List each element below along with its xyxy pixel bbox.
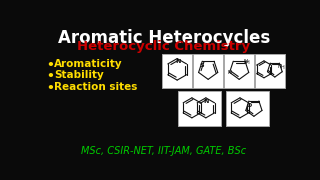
Text: Reaction sites: Reaction sites [54, 82, 137, 92]
FancyBboxPatch shape [255, 54, 285, 88]
Text: O: O [246, 103, 252, 107]
Text: MSc, CSIR-NET, IIT-JAM, GATE, BSc: MSc, CSIR-NET, IIT-JAM, GATE, BSc [81, 146, 247, 156]
FancyBboxPatch shape [194, 54, 223, 88]
Text: •: • [46, 58, 54, 72]
Text: •: • [46, 70, 54, 83]
Text: N: N [175, 59, 180, 64]
Text: H: H [280, 65, 284, 70]
FancyBboxPatch shape [178, 91, 221, 126]
FancyBboxPatch shape [163, 54, 192, 88]
Text: S: S [200, 63, 204, 68]
Text: N: N [278, 64, 282, 69]
Text: Stability: Stability [54, 70, 104, 80]
Text: N: N [203, 99, 209, 104]
Text: Aromatic Heterocycles: Aromatic Heterocycles [58, 29, 270, 47]
FancyBboxPatch shape [224, 54, 254, 88]
Text: H: H [246, 60, 250, 65]
Text: N: N [227, 70, 231, 75]
Text: N: N [244, 59, 248, 64]
FancyBboxPatch shape [226, 91, 269, 126]
Text: •: • [46, 82, 54, 95]
Text: Heterocyclic Chemistry: Heterocyclic Chemistry [77, 40, 251, 53]
Text: Aromaticity: Aromaticity [54, 58, 123, 69]
